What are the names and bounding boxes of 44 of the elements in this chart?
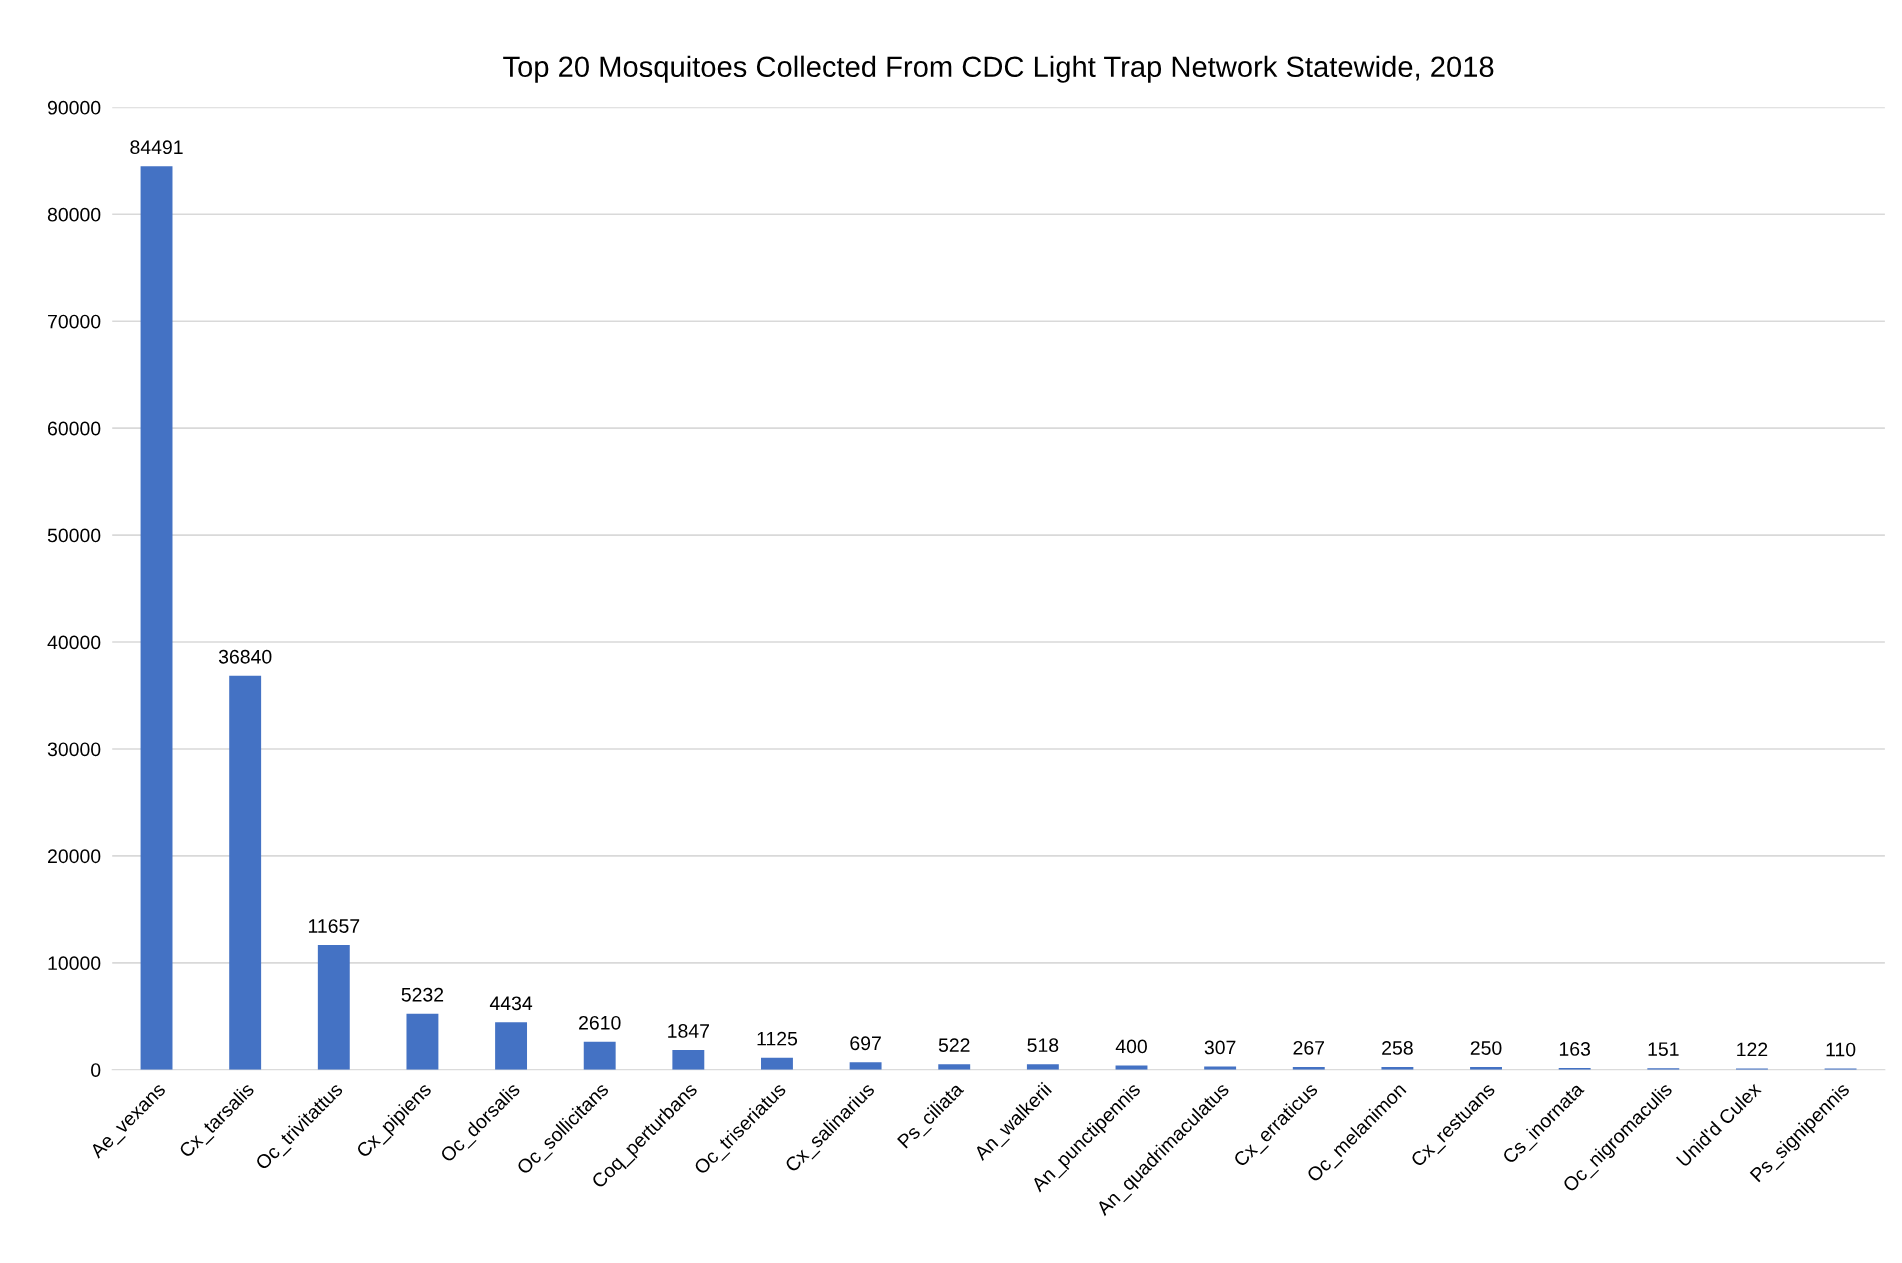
data-label: 122 xyxy=(1737,1042,1768,1057)
bar xyxy=(761,1057,793,1070)
data-label: 697 xyxy=(850,1036,881,1051)
bar xyxy=(317,945,350,1070)
data-label: 36840 xyxy=(218,649,272,664)
bar xyxy=(672,1050,705,1070)
y-tick-label: 40000 xyxy=(47,635,101,650)
y-tick-label: 10000 xyxy=(48,956,101,971)
bar xyxy=(406,1013,439,1070)
y-tick-label: 20000 xyxy=(48,849,101,864)
data-label: 4434 xyxy=(489,996,533,1011)
bar xyxy=(140,166,173,1070)
data-label: 84491 xyxy=(130,140,183,155)
data-label: 5232 xyxy=(401,987,444,1002)
data-label: 163 xyxy=(1559,1042,1591,1056)
bar xyxy=(1115,1065,1148,1070)
y-tick-label: 0 xyxy=(91,1063,101,1077)
y-tick-label: 50000 xyxy=(47,528,101,543)
y-tick-label: 70000 xyxy=(48,314,101,329)
data-label: 518 xyxy=(1027,1038,1059,1053)
y-tick-label: 30000 xyxy=(47,742,101,757)
data-label: 110 xyxy=(1826,1042,1856,1057)
bar xyxy=(1204,1066,1237,1070)
y-tick-label: 80000 xyxy=(47,207,101,222)
data-label: 267 xyxy=(1293,1040,1325,1055)
bar xyxy=(583,1041,616,1070)
data-label: 250 xyxy=(1470,1041,1502,1055)
bar xyxy=(1026,1064,1059,1070)
y-tick-label: 90000 xyxy=(47,100,101,115)
data-label: 1125 xyxy=(757,1031,798,1046)
data-label: 258 xyxy=(1382,1041,1413,1055)
data-label: 11657 xyxy=(308,919,360,933)
bar xyxy=(495,1022,528,1070)
bar xyxy=(938,1064,971,1070)
data-label: 522 xyxy=(938,1038,970,1052)
data-label: 151 xyxy=(1648,1042,1679,1056)
bar xyxy=(849,1062,882,1070)
y-tick-label: 60000 xyxy=(48,421,101,436)
chart-title: Top 20 Mosquitoes Collected From CDC Light Trap Network Statewide, 2018 xyxy=(503,55,1494,83)
data-label: 307 xyxy=(1204,1040,1236,1055)
data-label: 2610 xyxy=(579,1015,621,1030)
data-label: 400 xyxy=(1115,1039,1147,1054)
bar xyxy=(229,675,262,1070)
data-label: 1847 xyxy=(668,1024,709,1038)
